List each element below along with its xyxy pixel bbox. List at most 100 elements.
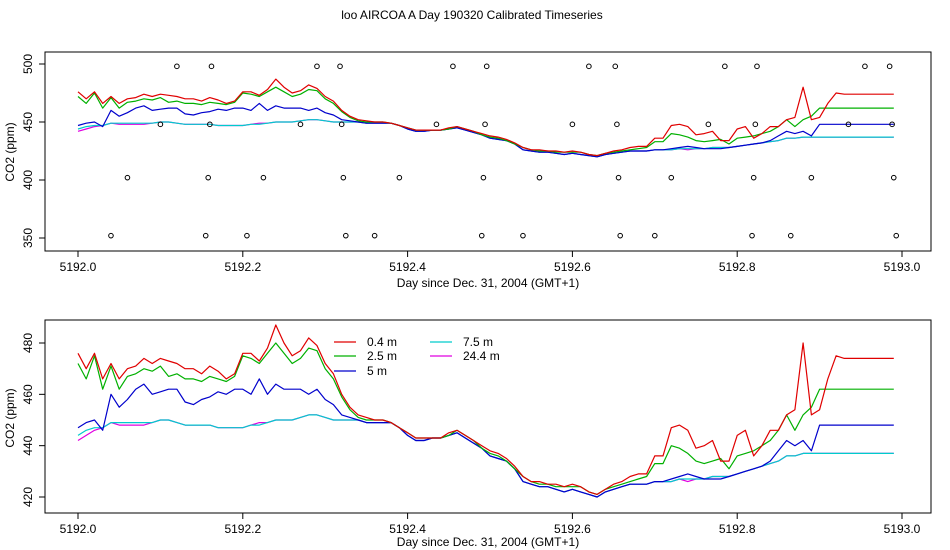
top-y-tick-label: 350 <box>21 228 35 248</box>
top-y-axis: 350 400 450 500 <box>21 54 45 248</box>
bottom-y-axis: 420 440 460 480 <box>21 333 45 507</box>
bottom-x-axis-label: Day since Dec. 31, 2004 (GMT+1) <box>397 535 579 549</box>
scatter-point <box>244 232 250 239</box>
legend-label: 2.5 m <box>367 349 397 363</box>
scatter-point <box>337 63 343 70</box>
scatter-point <box>886 63 893 70</box>
scatter-point <box>612 63 619 70</box>
scatter-point <box>205 174 211 181</box>
scatter-point <box>260 174 267 181</box>
scatter-point <box>586 63 592 70</box>
scatter-point <box>569 121 576 128</box>
legend: 0.4 m2.5 m5 m 7.5 m24.4 m <box>334 335 500 378</box>
scatter-point <box>749 232 755 239</box>
scatter-point <box>750 174 757 181</box>
bottom-x-tick-label: 5192.0 <box>60 522 97 536</box>
top-series-0-4-mm-line <box>77 78 894 157</box>
bottom-series-24-4-mm-line <box>77 414 894 498</box>
scatter-point <box>808 174 815 181</box>
scatter-point <box>482 121 488 128</box>
scatter-point <box>480 174 487 181</box>
scatter-point <box>652 232 658 239</box>
top-x-tick-label: 5192.0 <box>60 260 97 274</box>
scatter-point <box>615 174 622 181</box>
top-y-axis-label: CO2 (ppm) <box>3 122 17 181</box>
scatter-point <box>207 121 213 128</box>
top-series-2-5-mm-line <box>77 86 894 157</box>
scatter-point <box>297 121 304 128</box>
bottom-y-tick-label: 480 <box>21 333 35 353</box>
scatter-point <box>343 232 349 239</box>
bottom-y-tick-label: 440 <box>21 435 35 455</box>
top-x-tick-label: 5192.4 <box>389 260 426 274</box>
bottom-y-axis-label: CO2 (ppm) <box>3 388 17 447</box>
scatter-point <box>450 63 456 70</box>
bottom-x-tick-label: 5193.0 <box>884 522 921 536</box>
scatter-point <box>536 174 543 181</box>
bottom-series-5-mm-line <box>77 378 894 498</box>
bottom-x-tick-label: 5192.4 <box>389 522 426 536</box>
legend-label: 0.4 m <box>367 335 397 349</box>
legend-label: 24.4 m <box>463 349 500 363</box>
scatter-point <box>705 121 712 128</box>
legend-label: 5 m <box>367 364 387 378</box>
scatter-point <box>478 232 485 239</box>
top-y-tick-label: 450 <box>21 112 35 132</box>
bottom-series-lines <box>77 324 894 498</box>
scatter-point <box>157 121 164 128</box>
scatter-point <box>754 63 760 70</box>
scatter-point <box>614 121 620 128</box>
scatter-point <box>202 232 209 239</box>
bottom-x-tick-label: 5192.6 <box>554 522 591 536</box>
scatter-point <box>893 232 900 239</box>
top-series-7-5-mm-line <box>77 119 894 158</box>
top-x-tick-label: 5193.0 <box>884 260 921 274</box>
legend-label: 7.5 m <box>463 335 493 349</box>
bottom-x-axis: 5192.0 5192.2 5192.4 5192.6 5192.8 5193.0 <box>60 513 921 536</box>
bottom-series-0-4-mm-line <box>77 324 894 495</box>
scatter-point <box>752 121 759 128</box>
scatter-point <box>108 232 114 239</box>
top-x-tick-label: 5192.2 <box>224 260 261 274</box>
top-x-axis-label: Day since Dec. 31, 2004 (GMT+1) <box>397 276 579 290</box>
scatter-point <box>862 63 868 70</box>
scatter-point <box>520 232 526 239</box>
scatter-point <box>889 121 895 128</box>
top-series-24-4-mm-line <box>77 119 894 158</box>
scatter-point <box>314 63 320 70</box>
bottom-series-2-5-mm-line <box>77 342 894 495</box>
bottom-x-tick-label: 5192.8 <box>719 522 756 536</box>
bottom-plot-frame <box>44 319 932 514</box>
scatter-point <box>722 63 728 70</box>
scatter-point <box>483 63 490 70</box>
top-x-tick-label: 5192.8 <box>719 260 756 274</box>
scatter-point <box>433 121 440 128</box>
bottom-x-tick-label: 5192.2 <box>224 522 261 536</box>
scatter-point <box>174 63 180 70</box>
bottom-y-tick-label: 460 <box>21 384 35 404</box>
top-x-tick-label: 5192.6 <box>554 260 591 274</box>
scatter-point <box>124 174 131 181</box>
scatter-point <box>845 121 852 128</box>
bottom-y-tick-label: 420 <box>21 487 35 507</box>
scatter-point <box>396 174 403 181</box>
scatter-point <box>338 121 345 128</box>
top-y-tick-label: 400 <box>21 170 35 190</box>
scatter-point <box>890 174 897 181</box>
scatter-point <box>668 174 675 181</box>
scatter-point <box>340 174 347 181</box>
bottom-series-7-5-mm-line <box>77 414 894 498</box>
top-plot-frame <box>44 51 932 252</box>
scatter-point <box>371 232 378 239</box>
scatter-point <box>787 232 794 239</box>
scatter-point <box>617 232 623 239</box>
top-x-axis: 5192.0 5192.2 5192.4 5192.6 5192.8 5193.0 <box>60 251 921 274</box>
chart-title: loo AIRCOA A Day 190320 Calibrated Times… <box>341 8 602 22</box>
top-scatter-points <box>108 63 900 239</box>
scatter-point <box>208 63 215 70</box>
top-y-tick-label: 500 <box>21 54 35 74</box>
top-series-lines <box>77 78 894 158</box>
